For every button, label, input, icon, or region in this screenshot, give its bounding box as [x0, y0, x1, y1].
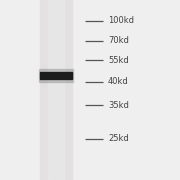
Text: 55kd: 55kd	[108, 56, 129, 65]
Text: 70kd: 70kd	[108, 36, 129, 45]
Bar	[40, 0, 72, 180]
Text: 100kd: 100kd	[108, 16, 134, 25]
Bar	[48, 0, 64, 180]
Text: 25kd: 25kd	[108, 134, 129, 143]
Text: 40kd: 40kd	[108, 77, 129, 86]
Bar	[40, 72, 72, 79]
Text: 35kd: 35kd	[108, 101, 129, 110]
Bar	[39, 69, 73, 82]
